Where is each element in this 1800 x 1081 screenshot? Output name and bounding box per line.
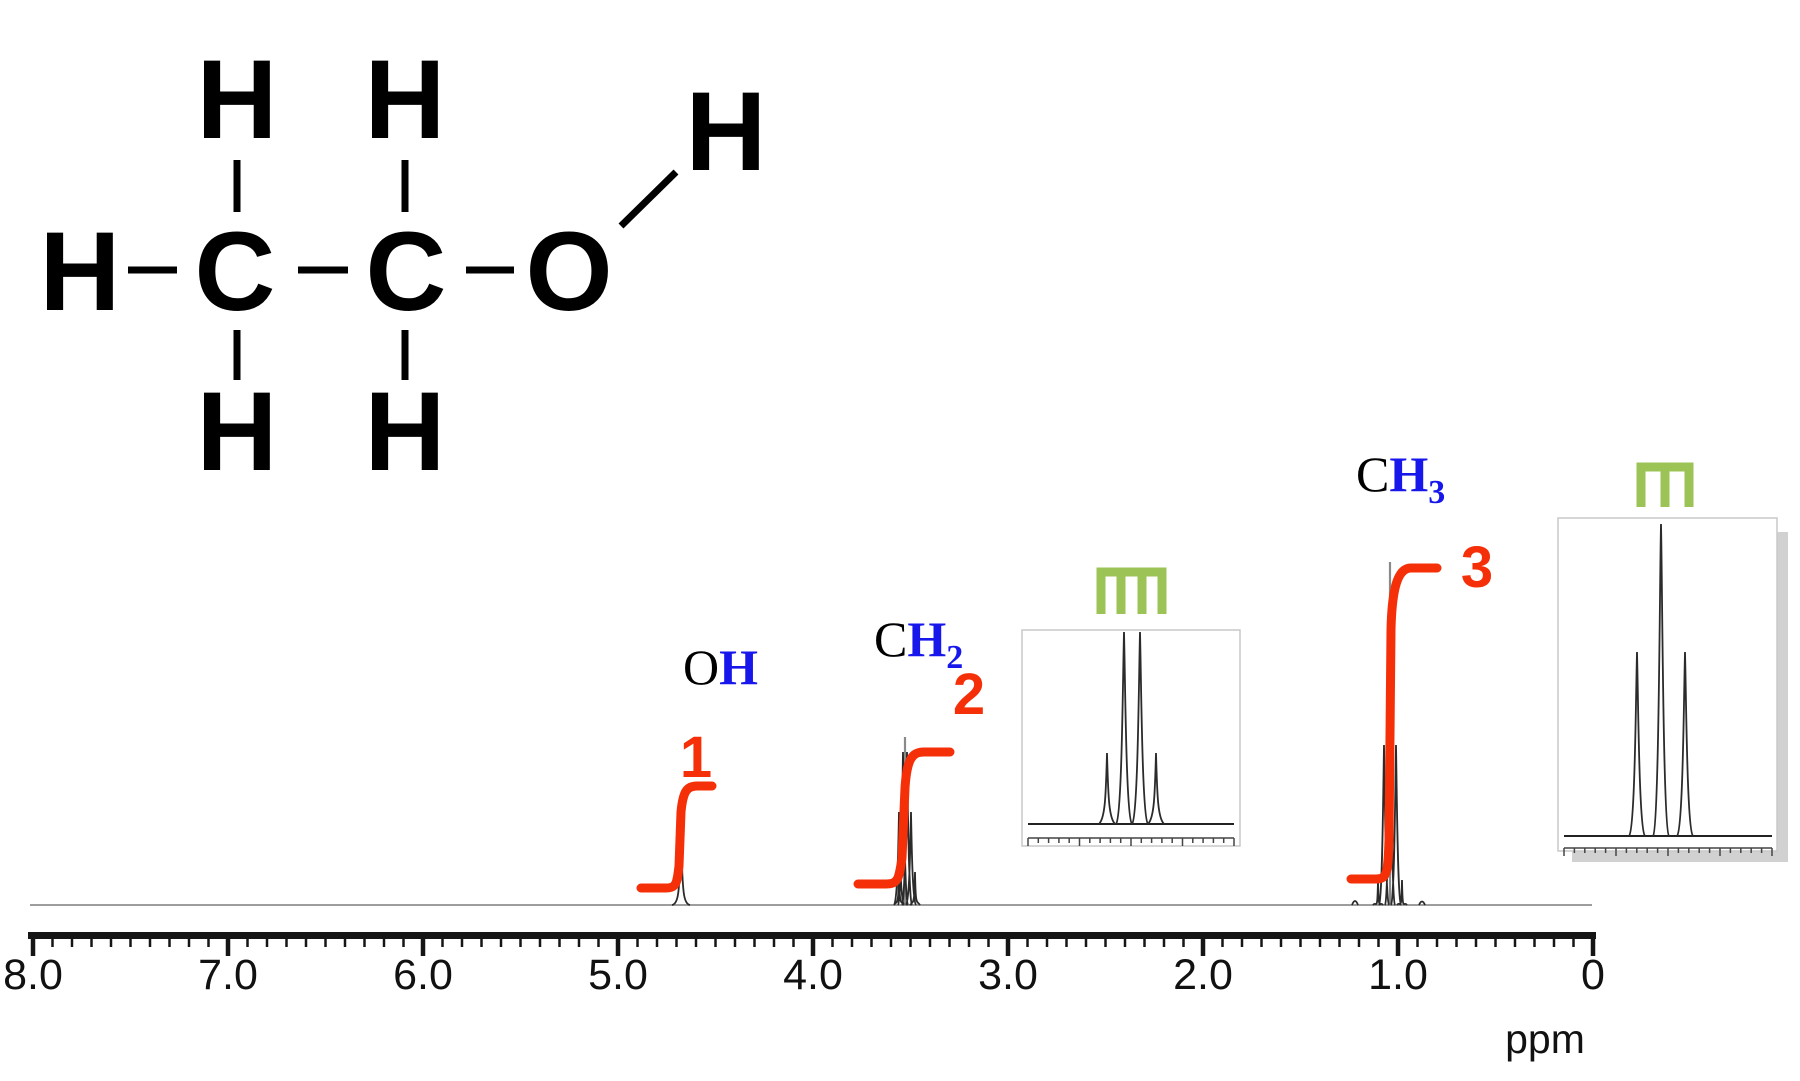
integral-curve-1 (636, 781, 717, 893)
axis-tick-label: 0 (1581, 951, 1605, 999)
label-ch2-black: C (874, 611, 907, 667)
atom-c2: C (366, 209, 447, 334)
quartet-splitting-icon (1096, 567, 1167, 614)
inset-quartet (1021, 567, 1241, 847)
label-ch3-blue: H (1389, 446, 1428, 502)
inset-quartet-ruler (1027, 837, 1235, 846)
atom-c1: C (195, 209, 276, 334)
axis-tick-label: 2.0 (1173, 951, 1233, 999)
integral-value-3: 3 (1461, 535, 1493, 600)
inset-triplet-peaks (1628, 523, 1694, 837)
axis-tick-labels: 8.0 7.0 6.0 5.0 4.0 3.0 2.0 1.0 0 (3, 951, 1605, 999)
atom-h-hydroxyl: H (686, 69, 767, 194)
axis-tick-label: 8.0 (3, 951, 63, 999)
inset-quartet-peaks (1098, 631, 1165, 825)
triplet-splitting-icon (1636, 462, 1694, 507)
label-ch2-subscript: 2 (946, 639, 963, 676)
inset-triplet (1557, 462, 1788, 862)
axis-tick-label: 5.0 (588, 951, 648, 999)
axis-tick-label: 4.0 (783, 951, 843, 999)
label-ch3: CH3 (1356, 446, 1445, 511)
x-axis: 8.0 7.0 6.0 5.0 4.0 3.0 2.0 1.0 0 ppm (3, 932, 1605, 1062)
label-ch2: CH2 (874, 611, 963, 676)
label-oh: OH (683, 639, 758, 695)
label-oh-black: O (683, 639, 719, 695)
assignment-labels: OH CH2 CH3 (683, 446, 1445, 695)
axis-unit-label: ppm (1505, 1016, 1585, 1062)
label-ch3-black: C (1356, 446, 1389, 502)
main-spectrum (30, 562, 1592, 906)
axis-tick-label: 1.0 (1368, 951, 1428, 999)
integration-curves: 1 2 3 (636, 535, 1493, 893)
atom-h-c1-bottom: H (197, 369, 278, 494)
structural-formula: H C C O H H H H H (40, 37, 767, 494)
axis-tick-label: 3.0 (978, 951, 1038, 999)
atom-oxygen: O (525, 209, 612, 334)
integral-curve-2 (853, 747, 955, 889)
label-ch3-subscript: 3 (1428, 474, 1445, 511)
label-ch2-blue: H (907, 611, 946, 667)
inset-triplet-ruler (1563, 847, 1773, 856)
atom-h-left: H (40, 209, 121, 334)
axis-tick-label: 6.0 (393, 951, 453, 999)
integral-curve-3 (1346, 563, 1442, 884)
axis-bar (28, 932, 1596, 939)
integral-value-2: 2 (953, 662, 985, 727)
axis-ticks (30, 939, 1596, 956)
atom-h-c2-bottom: H (365, 369, 446, 494)
bond-lines (128, 160, 679, 380)
axis-tick-label: 7.0 (198, 951, 258, 999)
atom-h-c1-top: H (197, 37, 278, 162)
label-oh-blue: H (719, 639, 758, 695)
inset-triplet-box (1557, 517, 1778, 852)
inset-quartet-box (1021, 629, 1241, 847)
integral-value-1: 1 (680, 725, 712, 790)
atom-h-c2-top: H (365, 37, 446, 162)
